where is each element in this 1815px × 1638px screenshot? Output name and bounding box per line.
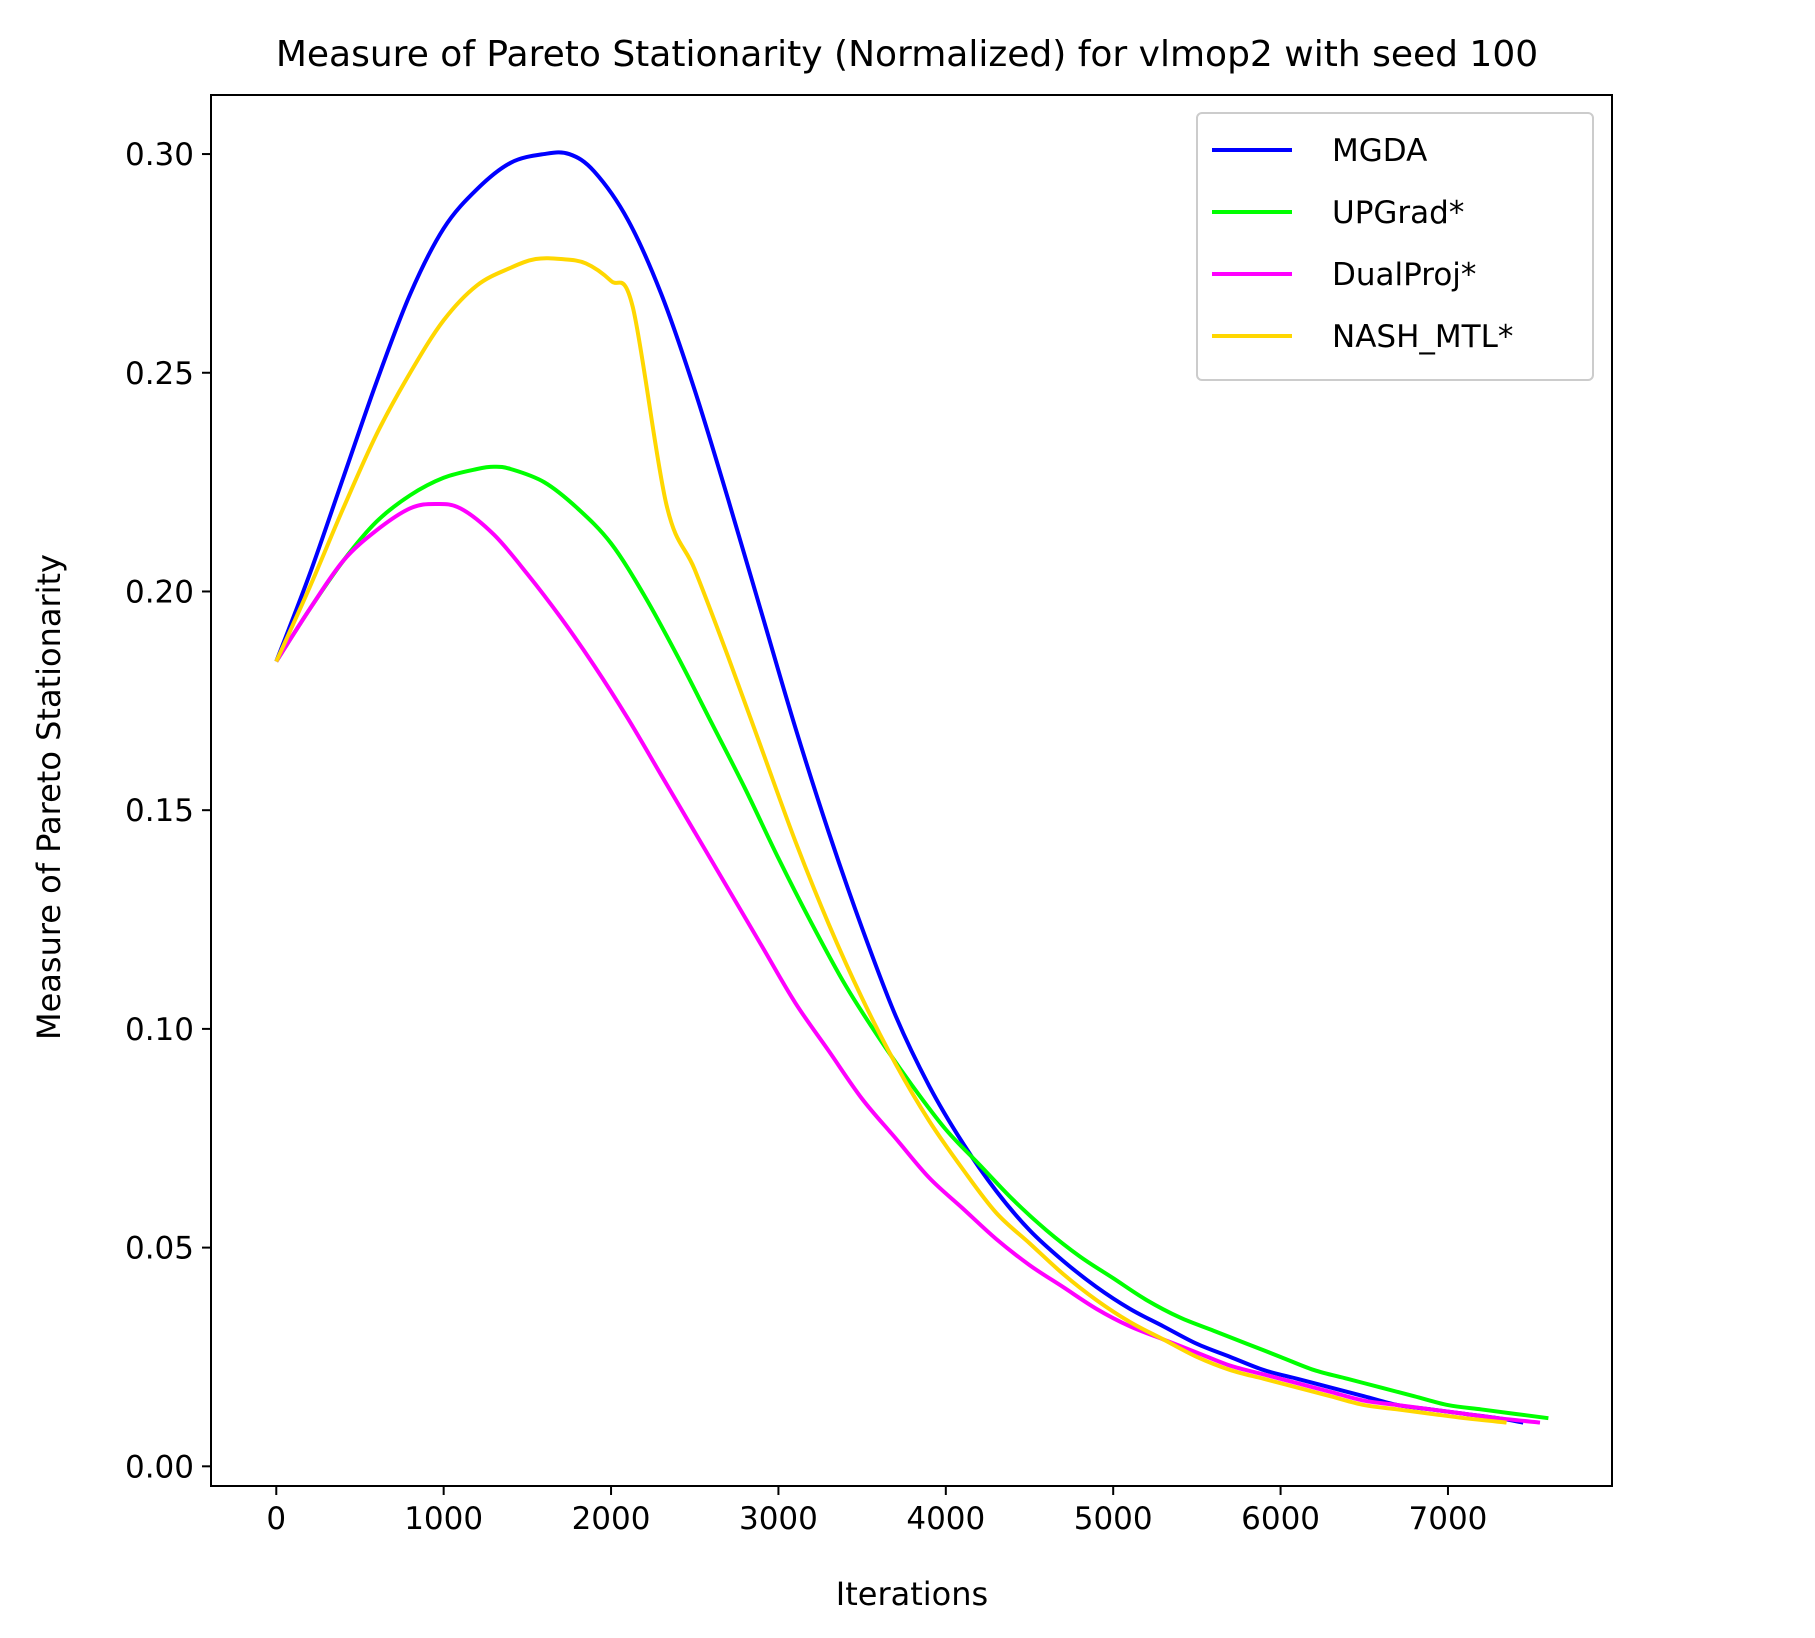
legend-label-mgda: MGDA — [1332, 133, 1427, 169]
y-axis-title: Measure of Pareto Stationarity — [30, 554, 68, 1040]
y-axis: 0.00 0.05 0.10 0.15 0.20 0.25 0.30 — [125, 137, 211, 1485]
series-line-upgrad — [274, 464, 1549, 1421]
x-tick-label: 0 — [266, 1501, 286, 1537]
series-line-nash-mtl — [274, 256, 1507, 1425]
x-tick-label: 3000 — [739, 1501, 818, 1537]
x-tick-label: 4000 — [906, 1501, 985, 1537]
y-tick-label: 0.25 — [125, 356, 194, 392]
legend-label-upgrad: UPGrad* — [1332, 195, 1464, 231]
legend: MGDA UPGrad* DualProj* NASH_MTL* — [1196, 112, 1594, 381]
plot-frame — [210, 94, 1613, 1487]
series-line-dualproj — [274, 501, 1541, 1425]
x-tick-label: 5000 — [1074, 1501, 1153, 1537]
chart-title: Measure of Pareto Stationarity (Normaliz… — [276, 34, 1538, 75]
y-tick-label: 0.30 — [125, 137, 194, 173]
y-tick-label: 0.20 — [125, 574, 194, 610]
y-tick-label: 0.00 — [125, 1449, 194, 1485]
x-tick-label: 6000 — [1241, 1501, 1320, 1537]
legend-label-nash-mtl: NASH_MTL* — [1332, 319, 1513, 355]
x-axis: 0 1000 2000 3000 4000 5000 6000 7000 — [266, 1486, 1487, 1537]
x-tick-label: 1000 — [404, 1501, 483, 1537]
x-tick-label: 2000 — [572, 1501, 651, 1537]
x-axis-title: Iterations — [836, 1575, 988, 1613]
series-line-mgda — [274, 150, 1524, 1425]
legend-box — [1196, 112, 1594, 381]
y-tick-label: 0.15 — [125, 793, 194, 829]
series-layer — [274, 150, 1549, 1425]
y-tick-label: 0.10 — [125, 1012, 194, 1048]
legend-label-dualproj: DualProj* — [1332, 257, 1476, 293]
y-tick-label: 0.05 — [125, 1231, 194, 1267]
x-tick-label: 7000 — [1409, 1501, 1488, 1537]
